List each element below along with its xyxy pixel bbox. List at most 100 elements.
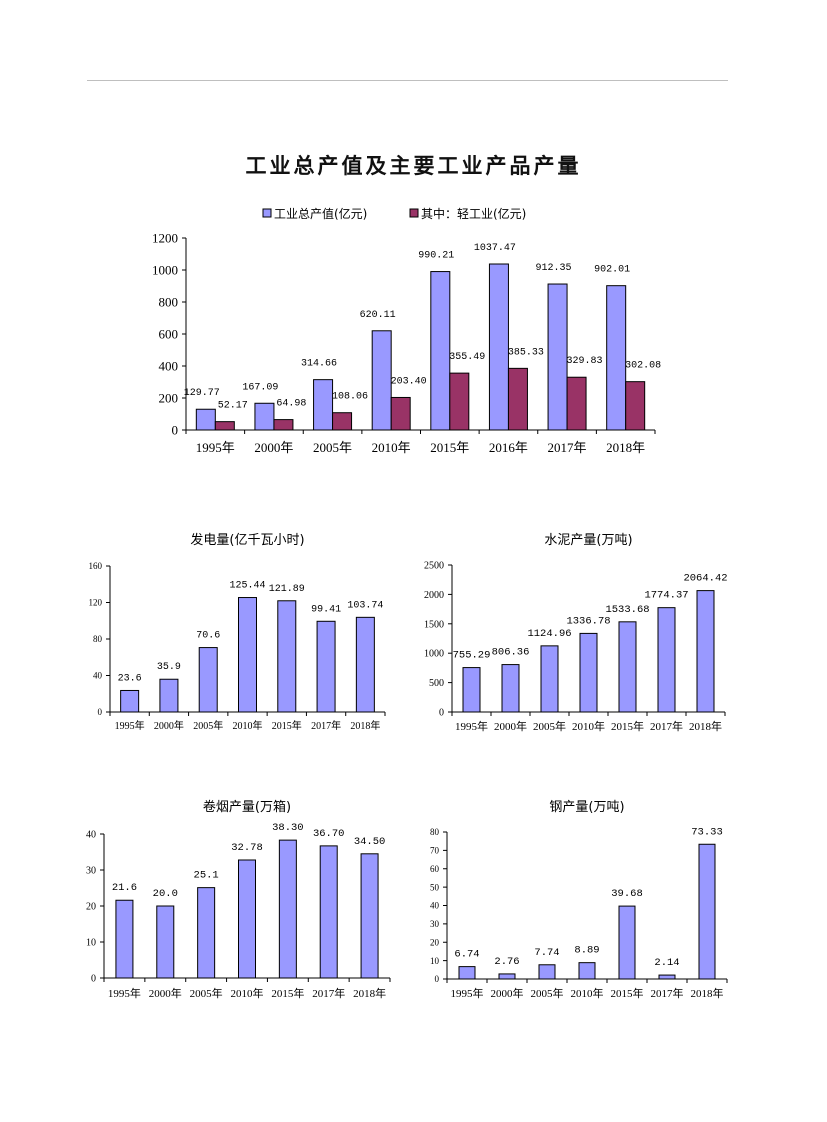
output-value-bar <box>606 285 627 431</box>
cement-data-label: 1124.96 <box>527 628 571 640</box>
output-value-data-label: 302.08 <box>625 361 661 372</box>
electricity-bar <box>316 620 336 713</box>
steel-x-tick-label: 1995年 <box>451 986 484 1000</box>
output-value-x-tick-label: 2018年 <box>606 440 645 455</box>
output-value-x-tick-label: 2016年 <box>489 440 528 455</box>
output-value-data-label: 129.77 <box>184 388 220 399</box>
cement-bar <box>462 667 481 713</box>
cement-bar <box>657 607 676 713</box>
cigarettes-x-tick-label: 2018年 <box>353 986 386 1000</box>
electricity-x-tick-label: 2015年 <box>272 719 302 732</box>
cement-y-tick-label: 500 <box>429 678 444 689</box>
output-value-data-label: 990.21 <box>418 251 454 262</box>
cement-x-tick-label: 2005年 <box>533 719 566 733</box>
output-value-bar <box>390 396 411 431</box>
cigarettes-x-tick-label: 2005年 <box>190 986 223 1000</box>
cement-data-label: 1774.37 <box>644 590 688 602</box>
output-value-bar <box>566 376 587 431</box>
electricity-bar <box>355 616 375 713</box>
electricity-data-label: 70.6 <box>196 631 220 642</box>
cigarettes-x-tick-label: 2017年 <box>312 986 345 1000</box>
output-value-legend-swatch <box>409 208 419 218</box>
output-value-data-label: 64.98 <box>276 399 306 410</box>
cigarettes-chart-title: 卷烟产量(万箱) <box>203 799 291 815</box>
electricity-data-label: 121.89 <box>269 584 305 595</box>
output-value-x-tick-label: 2017年 <box>548 440 587 455</box>
cement-data-label: 806.36 <box>492 647 530 659</box>
steel-data-label: 73.33 <box>691 826 723 838</box>
steel-bar <box>538 964 556 980</box>
cement-bar <box>579 632 598 713</box>
output-value-bar <box>449 372 470 431</box>
output-value-data-label: 203.40 <box>391 376 427 387</box>
steel-bar <box>698 843 716 980</box>
electricity-y-tick-label: 160 <box>89 561 103 571</box>
output-value-x-tick-label: 1995年 <box>196 440 235 455</box>
electricity-data-label: 99.41 <box>311 604 341 615</box>
output-value-bar <box>313 379 334 431</box>
steel-data-label: 6.74 <box>454 949 479 961</box>
steel-data-label: 39.68 <box>611 888 643 900</box>
steel-y-tick-label: 80 <box>430 827 440 837</box>
output-value-bar <box>254 402 275 431</box>
cement-bar <box>696 590 715 713</box>
output-value-y-tick-label: 400 <box>159 359 179 374</box>
steel-y-tick-label: 20 <box>430 937 440 947</box>
cigarettes-data-label: 21.6 <box>112 882 137 894</box>
steel-y-tick-label: 0 <box>435 974 440 984</box>
output-value-y-tick-label: 200 <box>159 391 179 406</box>
output-value-x-tick-label: 2000年 <box>254 440 293 455</box>
steel-y-tick-label: 50 <box>430 882 440 892</box>
output-value-y-tick-label: 800 <box>159 295 179 310</box>
cement-y-tick-label: 2000 <box>424 590 444 601</box>
steel-data-label: 8.89 <box>574 945 599 957</box>
output-value-legend-label: 工业总产值(亿元) <box>274 206 367 221</box>
cigarettes-bar <box>278 839 297 979</box>
cigarettes-bar <box>115 899 134 979</box>
output-value-bar <box>547 283 568 431</box>
electricity-y-tick-label: 0 <box>98 707 103 717</box>
electricity-bar <box>277 600 297 713</box>
header-divider <box>87 80 728 81</box>
electricity-bar <box>120 689 140 713</box>
output-value-data-label: 52.17 <box>218 401 248 412</box>
steel-bar <box>618 905 636 980</box>
cement-x-tick-label: 2018年 <box>689 719 722 733</box>
electricity-y-tick-label: 40 <box>93 671 103 681</box>
cement-bar <box>501 664 520 713</box>
cement-chart-title: 水泥产量(万吨) <box>544 533 632 548</box>
output-value-bar <box>430 271 451 431</box>
cement-x-tick-label: 1995年 <box>455 719 488 733</box>
output-value-y-tick-label: 1200 <box>152 231 178 246</box>
output-value-bar <box>195 408 216 431</box>
cigarettes-y-tick-label: 40 <box>86 830 96 841</box>
cement-bar <box>618 621 637 713</box>
cement-x-tick-label: 2000年 <box>494 719 527 733</box>
cement-x-tick-label: 2015年 <box>611 719 644 733</box>
cigarettes-data-label: 32.78 <box>231 842 263 854</box>
cigarettes-bar <box>319 845 338 979</box>
output-value-bar <box>488 263 509 431</box>
steel-bar <box>498 973 516 980</box>
electricity-x-tick-label: 2000年 <box>154 719 184 732</box>
electricity-x-tick-label: 1995年 <box>115 719 145 732</box>
cement-data-label: 2064.42 <box>683 573 727 585</box>
steel-data-label: 2.76 <box>494 956 519 968</box>
output-value-data-label: 329.83 <box>567 356 603 367</box>
steel-bar <box>658 974 676 980</box>
output-value-x-tick-label: 2015年 <box>430 440 469 455</box>
output-value-data-label: 385.33 <box>508 347 544 358</box>
cement-bar <box>540 645 559 713</box>
electricity-bar <box>198 647 218 713</box>
output-value-y-tick-label: 1000 <box>152 263 178 278</box>
output-value-bar <box>273 419 294 431</box>
cigarettes-x-tick-label: 2000年 <box>149 986 182 1000</box>
steel-x-tick-label: 2015年 <box>611 986 644 1000</box>
cement-y-tick-label: 1000 <box>424 649 444 660</box>
cigarettes-data-label: 34.50 <box>354 836 386 848</box>
steel-y-tick-label: 60 <box>430 864 440 874</box>
output-value-data-label: 1037.47 <box>474 243 516 254</box>
steel-bar <box>458 966 476 980</box>
electricity-x-tick-label: 2017年 <box>311 719 341 732</box>
